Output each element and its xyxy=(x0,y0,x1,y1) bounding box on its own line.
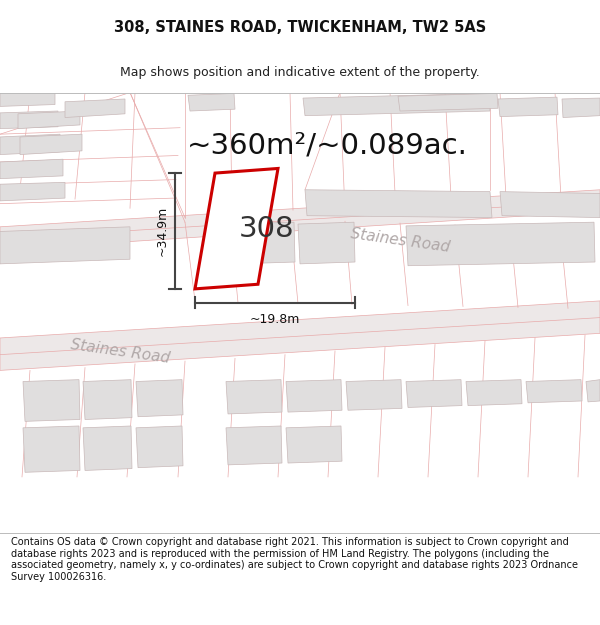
Polygon shape xyxy=(0,190,600,250)
Polygon shape xyxy=(500,192,600,218)
Polygon shape xyxy=(20,134,82,154)
Polygon shape xyxy=(0,134,60,154)
Polygon shape xyxy=(226,379,282,414)
Text: ~360m²/~0.089ac.: ~360m²/~0.089ac. xyxy=(187,131,468,159)
Polygon shape xyxy=(23,379,80,421)
Text: Staines Road: Staines Road xyxy=(70,338,170,366)
Polygon shape xyxy=(136,379,183,417)
Polygon shape xyxy=(498,97,558,117)
Polygon shape xyxy=(346,379,402,410)
Polygon shape xyxy=(526,379,582,403)
Polygon shape xyxy=(305,190,492,218)
Text: Map shows position and indicative extent of the property.: Map shows position and indicative extent… xyxy=(120,66,480,79)
Text: ~34.9m: ~34.9m xyxy=(155,206,169,256)
Polygon shape xyxy=(23,426,80,472)
Polygon shape xyxy=(83,426,132,471)
Text: 308, STAINES ROAD, TWICKENHAM, TW2 5AS: 308, STAINES ROAD, TWICKENHAM, TW2 5AS xyxy=(114,20,486,35)
Polygon shape xyxy=(0,111,58,129)
Polygon shape xyxy=(136,426,183,468)
Polygon shape xyxy=(18,111,80,129)
Polygon shape xyxy=(406,222,595,266)
Polygon shape xyxy=(466,379,522,406)
Text: 308: 308 xyxy=(239,214,295,243)
Polygon shape xyxy=(0,92,55,106)
Polygon shape xyxy=(562,98,600,118)
Polygon shape xyxy=(188,93,235,111)
Text: ~19.8m: ~19.8m xyxy=(250,313,300,326)
Text: Contains OS data © Crown copyright and database right 2021. This information is : Contains OS data © Crown copyright and d… xyxy=(11,537,578,582)
Polygon shape xyxy=(586,379,600,402)
Polygon shape xyxy=(65,99,125,118)
Polygon shape xyxy=(236,222,295,264)
Polygon shape xyxy=(226,426,282,465)
Polygon shape xyxy=(298,222,355,264)
Polygon shape xyxy=(286,379,342,412)
Polygon shape xyxy=(0,227,130,264)
Polygon shape xyxy=(303,93,490,116)
Polygon shape xyxy=(0,301,600,371)
Polygon shape xyxy=(398,93,498,111)
Polygon shape xyxy=(0,182,65,201)
Text: Staines Road: Staines Road xyxy=(349,226,451,255)
Polygon shape xyxy=(195,169,278,289)
Polygon shape xyxy=(286,426,342,463)
Polygon shape xyxy=(0,159,63,179)
Polygon shape xyxy=(83,379,132,419)
Polygon shape xyxy=(406,379,462,408)
